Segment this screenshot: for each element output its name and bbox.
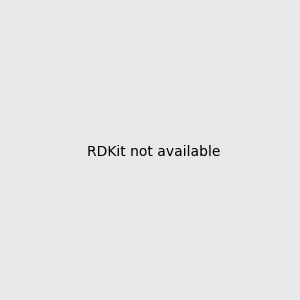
- Text: RDKit not available: RDKit not available: [87, 145, 220, 158]
